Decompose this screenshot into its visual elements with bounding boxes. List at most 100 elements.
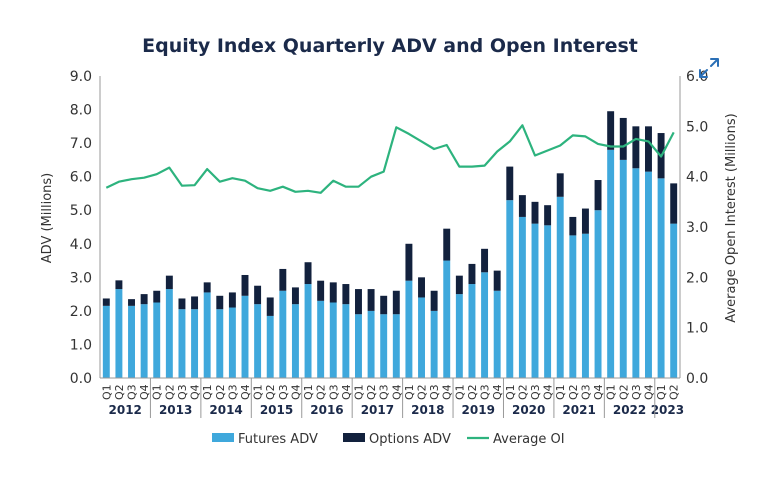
futures-bar [355,314,362,378]
options-bar [418,277,425,298]
quarter-label: Q2 [516,384,529,400]
quarter-label: Q4 [390,384,403,400]
futures-bar [493,290,501,378]
quarter-label: Q2 [113,384,126,400]
options-bar [178,298,186,310]
options-bar [556,173,564,197]
quarter-label: Q2 [617,384,630,400]
year-label: 2019 [462,403,495,417]
options-bar [165,275,173,290]
futures-bar [632,168,640,378]
futures-bar [165,289,173,378]
futures-bar [102,305,110,378]
options-bar [405,243,413,281]
quarter-label: Q2 [365,384,378,400]
legend-swatch [343,433,365,442]
options-bar [291,287,299,305]
quarter-label: Q3 [126,384,139,400]
year-label: 2022 [613,403,646,417]
y-tick-label: 2.0 [70,304,92,320]
options-bar [241,274,249,296]
quarter-label: Q2 [668,384,681,400]
quarter-label: Q4 [340,384,353,400]
quarter-label: Q1 [504,384,517,400]
options-bar [355,289,362,315]
year-label: 2015 [260,403,293,417]
y-tick-label: 1.0 [70,337,92,353]
futures-bar [266,315,274,378]
futures-bar [594,210,602,378]
options-bar [153,290,161,303]
futures-bar [380,314,388,378]
options-bar [443,228,451,261]
bar-marks [102,111,678,378]
quarter-label: Q3 [630,384,643,400]
chart-title: Equity Index Quarterly ADV and Open Inte… [142,35,638,57]
options-bar [140,294,148,305]
options-bar [367,289,375,311]
y2-tick-label: 5.0 [686,119,708,135]
options-bar [645,126,652,172]
futures-bar [581,233,589,378]
average-oi-line [105,124,675,194]
quarter-label: Q4 [189,384,202,400]
futures-bar [455,294,463,378]
futures-bar [128,305,135,378]
futures-bar [418,297,425,378]
options-bar [481,248,489,273]
futures-bar [443,260,451,378]
options-bar [102,298,110,306]
year-label: 2021 [562,403,595,417]
options-bar [544,205,552,226]
quarter-label: Q1 [403,384,416,400]
y-axis-label: ADV (Millions) [40,173,55,263]
options-bar [266,297,274,316]
futures-bar [304,284,312,378]
quarter-label: Q1 [655,384,668,400]
options-bar [254,285,262,305]
y2-tick-label: 4.0 [686,170,708,186]
futures-bar [115,289,123,378]
quarter-label: Q3 [226,384,239,400]
options-bar [594,180,602,211]
quarter-label: Q3 [529,384,542,400]
options-bar [191,296,199,310]
expand-icon[interactable] [697,56,721,80]
options-bar [342,284,350,305]
futures-bar [254,304,262,378]
options-bar [619,117,627,160]
y-tick-label: 3.0 [70,270,92,286]
options-bar [392,290,400,315]
quarter-label: Q4 [542,384,555,400]
quarter-label: Q2 [416,384,429,400]
options-bar [455,275,463,295]
options-bar [317,280,325,301]
legend: Futures ADV Options ADV Average OI [212,432,565,447]
quarter-label: Q3 [428,384,441,400]
quarter-label: Q2 [315,384,328,400]
expand-arrows-icon [699,58,719,78]
year-label: 2020 [512,403,545,417]
futures-bar [153,302,161,378]
quarter-label: Q1 [151,384,164,400]
quarter-label: Q1 [554,384,567,400]
quarter-label: Q3 [327,384,340,400]
quarter-label: Q1 [252,384,265,400]
legend-label: Average OI [493,432,565,447]
quarter-label: Q1 [201,384,214,400]
futures-bar [228,307,236,378]
futures-bar [203,292,211,378]
options-bar [531,201,539,224]
y2-axis-ticks: 0.01.02.03.04.05.06.0 [686,69,708,387]
futures-bar [430,310,438,378]
legend-label: Options ADV [369,432,451,447]
y-tick-label: 0.0 [70,371,92,387]
y2-tick-label: 3.0 [686,220,708,236]
y2-tick-label: 2.0 [686,270,708,286]
options-bar [128,299,135,306]
futures-bar [392,314,400,378]
futures-bar [569,235,577,378]
futures-bar [241,295,249,378]
options-bar [203,282,211,293]
